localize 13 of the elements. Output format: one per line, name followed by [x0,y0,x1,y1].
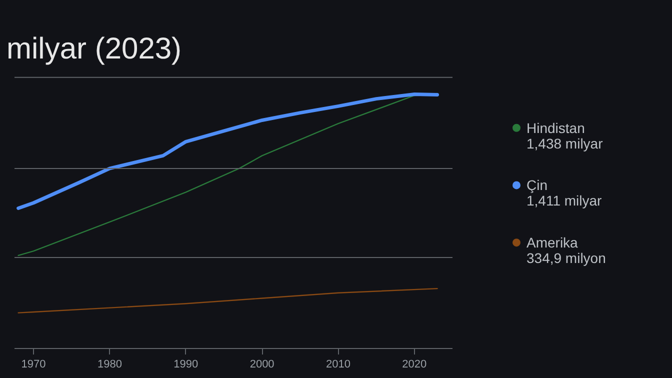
legend-label: Amerika [526,234,578,251]
text: 1,438 milyar [526,135,604,152]
x-tick-label: 1970 [21,358,46,370]
legend-label: Çin [526,177,548,194]
text: 1,411 milyar [526,192,602,209]
x-tick-label: 2010 [326,358,350,370]
legend-label: Hindistan [526,120,585,136]
x-tick-label: 1980 [97,358,122,370]
text: 334,9 milyon [526,250,606,266]
x-tick-label: 1990 [174,358,198,370]
x-tick-label: 2000 [250,358,274,370]
x-tick-label: 2020 [402,358,427,370]
chart-title: milyar (2023) [6,32,182,66]
